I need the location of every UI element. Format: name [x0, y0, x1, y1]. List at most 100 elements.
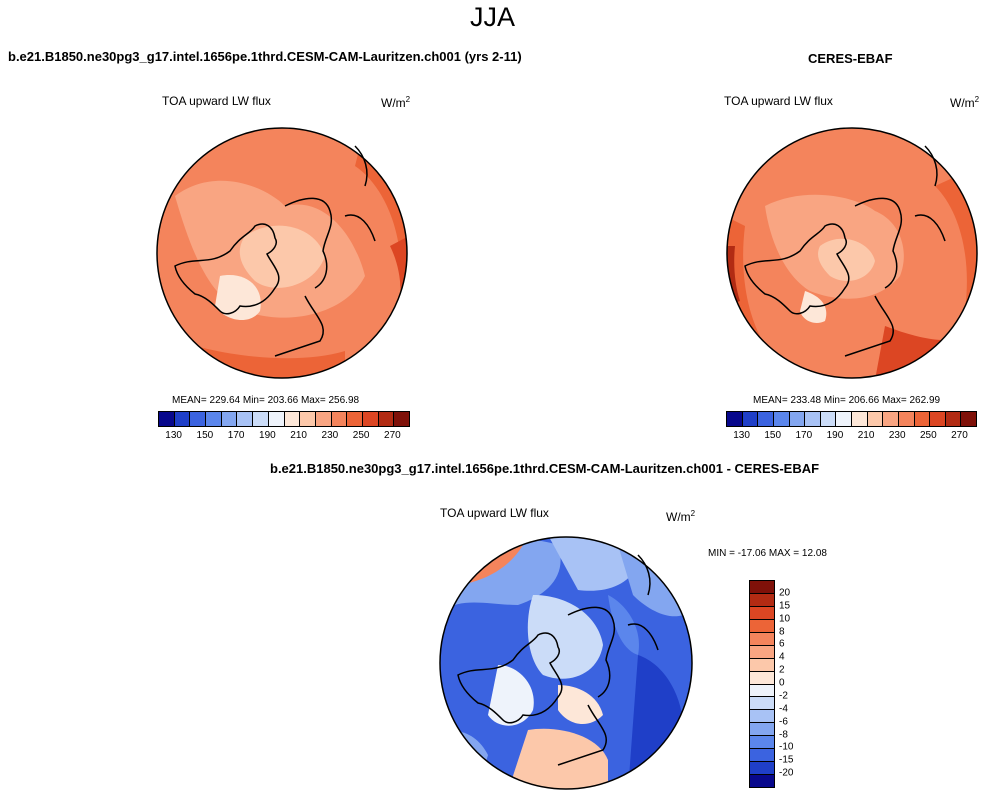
colorbar-swatch	[750, 593, 774, 607]
colorbar-swatch	[237, 412, 254, 426]
colorbar-swatch	[206, 412, 222, 426]
colorbar-tick-label: 210	[290, 430, 307, 441]
colorbar-tick-label: -15	[779, 754, 794, 766]
panel-model-case-title: b.e21.B1850.ne30pg3_g17.intel.1656pe.1th…	[8, 49, 522, 64]
colorbar-swatch	[190, 412, 207, 426]
colorbar-swatch	[961, 412, 976, 426]
panel-obs-coastlines	[744, 145, 946, 357]
colorbar-swatch	[930, 412, 946, 426]
colorbar-tick-label: 210	[857, 430, 875, 441]
panel-diff-stats: MIN = -17.06 MAX = 12.08	[708, 548, 827, 559]
colorbar-tick-label: -4	[779, 703, 788, 715]
colorbar-tick-label: 230	[321, 430, 339, 441]
colorbar-tick-label: 8	[779, 626, 785, 637]
colorbar-swatch	[852, 412, 868, 426]
colorbar-tick-label: -8	[779, 729, 788, 740]
colorbar-tick-label: 20	[779, 587, 791, 599]
colorbar-swatch	[394, 412, 409, 426]
colorbar-swatch	[284, 412, 301, 426]
colorbar-tick-label: 230	[888, 430, 906, 441]
colorbar-swatch	[883, 412, 899, 426]
colorbar-swatch	[750, 606, 774, 620]
colorbar-swatch	[750, 749, 774, 763]
colorbar-tick-label: 6	[779, 638, 785, 650]
colorbar-tick-label: 4	[779, 651, 785, 663]
colorbar-tick-label: 130	[165, 430, 182, 441]
panel-model-units-label: W/m2	[381, 95, 411, 110]
colorbar-swatch	[331, 412, 348, 426]
colorbar-swatch	[750, 645, 774, 659]
panel-diff-coastlines	[457, 554, 659, 766]
panel-obs-polar-map	[726, 127, 978, 379]
colorbar-swatch	[750, 697, 774, 711]
panel-obs-stats: MEAN= 233.48 Min= 206.66 Max= 262.99	[753, 395, 941, 406]
colorbar-tick-label: 150	[764, 430, 782, 441]
panel-diff-case-title: b.e21.B1850.ne30pg3_g17.intel.1656pe.1th…	[270, 461, 820, 476]
colorbar-tick-label: 10	[779, 613, 791, 625]
colorbar-swatch	[750, 671, 774, 685]
colorbar-swatch	[750, 723, 774, 737]
panel-diff-map-border	[439, 536, 693, 790]
panel-obs-units-label: W/m2	[950, 95, 980, 110]
colorbar-tick-label: -10	[779, 741, 794, 753]
panel-model-coastlines	[174, 145, 376, 357]
colorbar-swatch	[750, 581, 774, 594]
panel-obs-map-border	[726, 127, 978, 379]
colorbar-tick-label: 0	[779, 677, 785, 689]
colorbar-swatch	[805, 412, 821, 426]
colorbar-swatch	[750, 619, 774, 633]
colorbar-swatch	[750, 710, 774, 724]
colorbar-tick-label: 250	[919, 430, 937, 441]
colorbar-swatch	[898, 412, 915, 426]
colorbar-swatch	[750, 632, 774, 646]
colorbar-swatch	[836, 412, 852, 426]
colorbar-swatch	[742, 412, 759, 426]
colorbar-swatch	[750, 658, 774, 672]
colorbar-tick-label: 270	[951, 430, 968, 441]
colorbar-tick-label: 15	[779, 600, 791, 612]
colorbar-swatch	[268, 412, 285, 426]
colorbar-swatch	[750, 736, 774, 750]
panel-obs-colorbar	[726, 411, 977, 427]
panel-diff-polar-map	[439, 536, 693, 790]
colorbar-swatch	[315, 412, 332, 426]
colorbar-tick-label: 190	[259, 430, 276, 441]
colorbar-tick-label: 190	[826, 430, 844, 441]
colorbar-tick-label: 170	[795, 430, 813, 441]
colorbar-tick-label: -2	[779, 690, 788, 702]
colorbar-swatch	[750, 762, 774, 776]
panel-model-colorbar	[158, 411, 410, 427]
colorbar-tick-label: 170	[227, 430, 245, 441]
panel-diff-colorbar	[749, 580, 775, 788]
colorbar-tick-label: 150	[196, 430, 214, 441]
panel-obs-case-title: CERES-EBAF	[808, 51, 893, 66]
colorbar-swatch	[300, 412, 316, 426]
colorbar-swatch	[253, 412, 269, 426]
colorbar-tick-label: 2	[779, 664, 785, 676]
colorbar-swatch	[174, 412, 191, 426]
colorbar-swatch	[914, 412, 931, 426]
colorbar-swatch	[820, 412, 837, 426]
colorbar-tick-label: 130	[733, 430, 750, 441]
colorbar-swatch	[750, 684, 774, 698]
colorbar-tick-label: 270	[384, 430, 401, 441]
panel-model-variable-label: TOA upward LW flux	[162, 94, 271, 108]
colorbar-swatch	[750, 775, 774, 787]
colorbar-swatch	[758, 412, 774, 426]
panel-model-stats: MEAN= 229.64 Min= 203.66 Max= 256.98	[172, 395, 360, 406]
colorbar-tick-label: 250	[352, 430, 370, 441]
colorbar-swatch	[727, 412, 743, 426]
panel-model-map-border	[156, 127, 408, 379]
colorbar-swatch	[378, 412, 395, 426]
colorbar-tick-label: -6	[779, 716, 788, 728]
panel-obs-variable-label: TOA upward LW flux	[724, 94, 833, 108]
panel-diff-units-label: W/m2	[666, 509, 696, 524]
colorbar-swatch	[867, 412, 884, 426]
panel-diff-variable-label: TOA upward LW flux	[440, 506, 549, 520]
panel-model-polar-map	[156, 127, 408, 379]
colorbar-swatch	[789, 412, 806, 426]
colorbar-swatch	[347, 412, 363, 426]
colorbar-swatch	[362, 412, 379, 426]
colorbar-swatch	[773, 412, 790, 426]
main-title: JJA	[469, 2, 515, 32]
